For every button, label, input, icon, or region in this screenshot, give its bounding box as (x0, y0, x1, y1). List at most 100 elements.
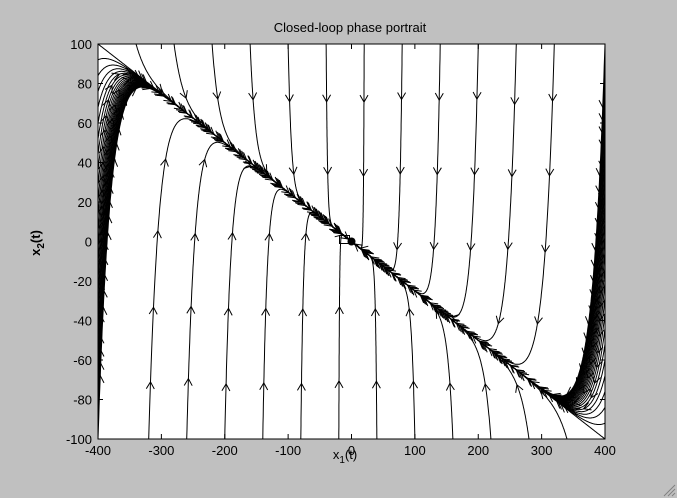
direction-arrow (405, 307, 415, 317)
direction-arrow (541, 244, 551, 254)
direction-arrow (99, 272, 109, 282)
direction-arrow (548, 93, 558, 103)
direction-arrow (359, 168, 369, 178)
direction-arrow (510, 97, 520, 106)
direction-arrow (409, 380, 419, 389)
equilibrium-group (339, 235, 356, 246)
direction-arrow (152, 229, 162, 239)
x-tick-label: -100 (275, 443, 301, 458)
direction-arrow (300, 232, 310, 241)
direction-arrow (221, 382, 231, 392)
direction-arrow (148, 306, 158, 315)
direction-arrow (584, 316, 594, 325)
direction-arrow (201, 123, 211, 132)
direction-arrow (434, 92, 444, 102)
y-tick-label: 100 (70, 37, 92, 52)
direction-arrow (515, 383, 524, 393)
direction-arrow (591, 242, 601, 252)
direction-arrow (99, 256, 109, 266)
direction-arrow (98, 289, 108, 298)
direction-arrow (598, 99, 605, 109)
direction-arrow (595, 167, 605, 177)
direction-arrow (127, 88, 137, 97)
x-tick-label: 0 (348, 443, 355, 458)
y-tick-label: -60 (73, 353, 92, 368)
direction-arrow (583, 332, 593, 342)
trajectory-group (98, 44, 605, 439)
direction-arrow (102, 231, 112, 241)
x-axis-label: x1(t) (333, 447, 357, 466)
direction-arrow (334, 305, 344, 315)
y-tick-label: 0 (85, 235, 92, 250)
direction-arrow (190, 232, 200, 242)
direction-arrow (111, 72, 121, 81)
direction-arrow (594, 201, 604, 211)
direction-arrow (98, 374, 105, 384)
y-axis-label: x2(t) (28, 230, 47, 256)
x-tick-label: 300 (531, 443, 553, 458)
direction-arrow (579, 363, 588, 373)
direction-arrow (481, 383, 491, 392)
direction-arrow (212, 91, 222, 100)
direction-arrow (466, 242, 476, 252)
direction-arrow (359, 94, 369, 104)
direction-arrow (322, 94, 332, 103)
direction-arrow (435, 309, 444, 319)
direction-arrow (296, 382, 306, 391)
y-tick-label: -80 (73, 393, 92, 408)
direction-arrow (393, 242, 403, 251)
y-tick-label: 20 (78, 195, 92, 210)
direction-arrow (319, 215, 329, 224)
y-tick-label: -100 (66, 432, 92, 447)
direction-arrow (445, 382, 455, 391)
y-tick-label: 40 (78, 156, 92, 171)
direction-arrow (109, 158, 119, 167)
y-tick-label: 60 (78, 116, 92, 131)
direction-arrow (589, 289, 599, 298)
direction-arrow (334, 379, 344, 389)
direction-arrow (104, 199, 113, 209)
chart-title: Closed-loop phase portrait (274, 20, 427, 35)
direction-arrow (227, 231, 237, 241)
y-tick-label: 80 (78, 77, 92, 92)
direction-arrow (248, 92, 258, 101)
direction-arrow (395, 166, 405, 176)
direction-arrow (115, 110, 124, 120)
direction-arrow (112, 126, 122, 136)
direction-arrow (507, 169, 517, 178)
direction-arrow (261, 307, 271, 316)
direction-arrow (284, 94, 294, 103)
direction-arrow (590, 274, 599, 284)
resize-grip-icon[interactable] (663, 484, 676, 497)
trajectory-line (353, 242, 378, 439)
direction-arrow (98, 335, 105, 344)
direction-arrow (179, 90, 188, 100)
direction-arrow (370, 307, 380, 317)
x-tick-label: 200 (467, 443, 489, 458)
direction-arrow (582, 402, 592, 411)
direction-arrow (243, 160, 253, 169)
direction-arrow (160, 158, 169, 167)
direction-arrow (429, 241, 439, 251)
direction-arrow (432, 167, 442, 176)
direction-arrow (103, 214, 113, 224)
direction-arrow (581, 347, 591, 357)
y-tick-label: -40 (73, 314, 92, 329)
direction-arrow (198, 158, 208, 168)
direction-arrow (288, 166, 298, 176)
direction-arrow (145, 380, 155, 390)
direction-arrow (186, 305, 196, 314)
direction-arrow (566, 386, 576, 395)
direction-arrow (595, 185, 605, 194)
direction-arrow (503, 241, 513, 251)
direction-arrow (110, 141, 120, 151)
direction-arrow (495, 315, 505, 325)
direction-arrow (323, 166, 333, 176)
direction-arrow (598, 139, 605, 148)
direction-arrow (264, 232, 274, 242)
direction-arrow (98, 306, 108, 316)
direction-arrow (592, 375, 601, 385)
direction-arrow (298, 307, 308, 317)
